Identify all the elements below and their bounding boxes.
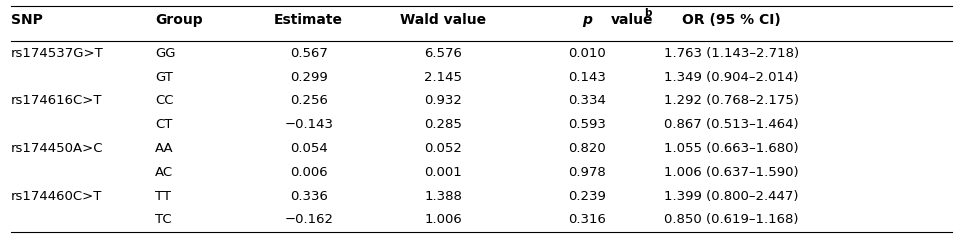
Text: CT: CT	[155, 118, 172, 131]
Text: GT: GT	[155, 71, 173, 84]
Text: 0.001: 0.001	[425, 166, 462, 179]
Text: 0.932: 0.932	[424, 94, 462, 107]
Text: 0.567: 0.567	[290, 47, 327, 60]
Text: 0.593: 0.593	[568, 118, 606, 131]
Text: AA: AA	[155, 142, 173, 155]
Text: 0.006: 0.006	[290, 166, 327, 179]
Text: OR (95 % CI): OR (95 % CI)	[682, 13, 781, 27]
Text: 1.006: 1.006	[425, 213, 462, 227]
Text: Group: Group	[155, 13, 202, 27]
Text: p: p	[583, 13, 592, 27]
Text: 1.399 (0.800–2.447): 1.399 (0.800–2.447)	[664, 190, 798, 203]
Text: −0.162: −0.162	[284, 213, 333, 227]
Text: 0.239: 0.239	[568, 190, 606, 203]
Text: 0.299: 0.299	[290, 71, 327, 84]
Text: rs174450A>C: rs174450A>C	[11, 142, 103, 155]
Text: 6.576: 6.576	[424, 47, 462, 60]
Text: 0.978: 0.978	[568, 166, 606, 179]
Text: rs174537G>T: rs174537G>T	[11, 47, 104, 60]
Text: rs174616C>T: rs174616C>T	[11, 94, 102, 107]
Text: −0.143: −0.143	[284, 118, 333, 131]
Text: 1.388: 1.388	[424, 190, 462, 203]
Text: b: b	[644, 8, 651, 18]
Text: value: value	[612, 13, 654, 27]
Text: 0.334: 0.334	[568, 94, 606, 107]
Text: Estimate: Estimate	[274, 13, 343, 27]
Text: SNP: SNP	[11, 13, 43, 27]
Text: 0.054: 0.054	[290, 142, 327, 155]
Text: 0.820: 0.820	[568, 142, 606, 155]
Text: 1.055 (0.663–1.680): 1.055 (0.663–1.680)	[664, 142, 798, 155]
Text: TC: TC	[155, 213, 171, 227]
Text: AC: AC	[155, 166, 173, 179]
Text: 0.256: 0.256	[290, 94, 327, 107]
Text: 1.006 (0.637–1.590): 1.006 (0.637–1.590)	[664, 166, 798, 179]
Text: 0.867 (0.513–1.464): 0.867 (0.513–1.464)	[664, 118, 798, 131]
Text: GG: GG	[155, 47, 175, 60]
Text: 1.349 (0.904–2.014): 1.349 (0.904–2.014)	[664, 71, 798, 84]
Text: 2.145: 2.145	[424, 71, 462, 84]
Text: 0.010: 0.010	[568, 47, 606, 60]
Text: 0.285: 0.285	[424, 118, 462, 131]
Text: 1.292 (0.768–2.175): 1.292 (0.768–2.175)	[664, 94, 798, 107]
Text: CC: CC	[155, 94, 173, 107]
Text: 1.763 (1.143–2.718): 1.763 (1.143–2.718)	[664, 47, 798, 60]
Text: 0.316: 0.316	[568, 213, 606, 227]
Text: 0.143: 0.143	[568, 71, 606, 84]
Text: 0.052: 0.052	[424, 142, 462, 155]
Text: 0.850 (0.619–1.168): 0.850 (0.619–1.168)	[664, 213, 798, 227]
Text: TT: TT	[155, 190, 171, 203]
Text: Wald value: Wald value	[400, 13, 486, 27]
Text: rs174460C>T: rs174460C>T	[11, 190, 102, 203]
Text: 0.336: 0.336	[290, 190, 327, 203]
